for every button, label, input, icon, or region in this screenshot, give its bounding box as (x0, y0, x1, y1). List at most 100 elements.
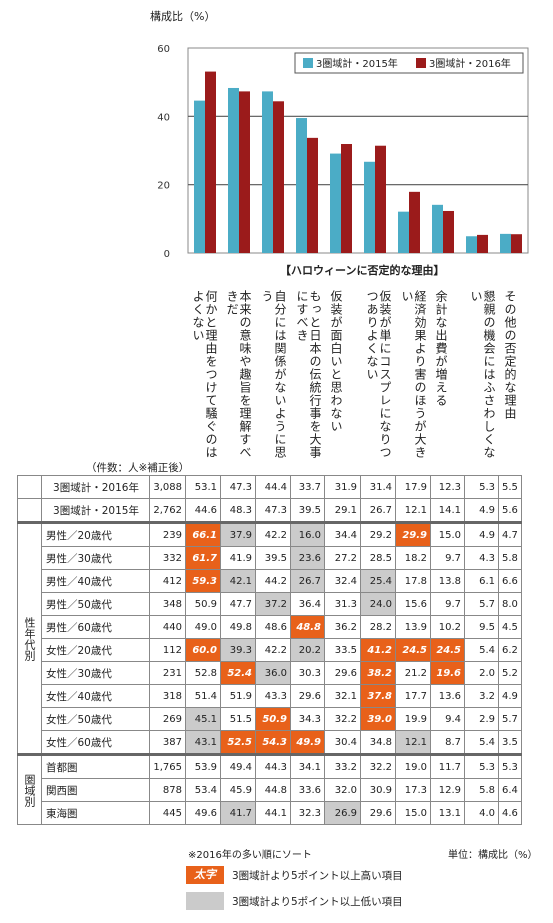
table-row: 男性／60歳代 440 49.0 49.8 48.6 48.8 36.2 28.2 13.9 10… (18, 615, 522, 639)
bar-2016-7 (409, 191, 420, 253)
bar-chart: 0 20 40 60 構成比（%） 3圏域計・2015年 3圏域計・2016年 (150, 10, 529, 260)
bar-2016-9 (477, 234, 488, 253)
value-cell: 23.6 (290, 546, 325, 570)
value-cell: 29.6 (360, 801, 396, 825)
value-cell: 30.4 (324, 730, 361, 755)
row-label: 女性／40歳代 (41, 684, 150, 708)
table-row: 関西圏 878 53.4 45.9 44.8 33.6 32.0 30.9 17.3 12.9 5.… (18, 778, 522, 802)
value-cell: 34.3 (290, 707, 325, 731)
value-cell: 28.2 (360, 615, 396, 639)
value-cell: 44.3 (255, 753, 291, 779)
bar-2015-7 (398, 211, 409, 253)
row-label: 女性／20歳代 (41, 638, 150, 662)
value-cell: 42.2 (255, 521, 291, 547)
value-cell: 26.7 (360, 498, 396, 523)
value-cell: 41.9 (220, 546, 256, 570)
legend-low-text: 3圏域計より5ポイント以上低い項目 (232, 896, 403, 908)
sort-note: ※2016年の多い順にソート (188, 850, 312, 861)
value-cell: 9.7 (430, 592, 465, 616)
y-tick-label: 40 (157, 112, 170, 123)
value-cell: 44.4 (255, 475, 291, 499)
value-cell: 49.0 (185, 615, 221, 639)
bar-2016-10 (511, 234, 522, 253)
value-cell: 43.3 (255, 684, 291, 708)
value-cell: 34.4 (324, 521, 361, 547)
row-count: 387 (149, 730, 186, 755)
group-cell (17, 475, 42, 499)
category-label: 本来の意味や趣旨を理解すべきだ (225, 290, 252, 459)
value-cell: 54.3 (255, 730, 291, 755)
row-count: 239 (149, 521, 186, 547)
value-cell: 15.0 (430, 521, 465, 547)
value-cell: 17.8 (395, 569, 431, 593)
value-cell: 42.2 (255, 638, 291, 662)
value-cell: 5.3 (464, 753, 499, 779)
row-count: 1,765 (149, 753, 186, 779)
category-label: その他の否定的な理由 (503, 290, 517, 420)
category-group-label: 【ハロウィーンに否定的な理由】 (280, 264, 445, 277)
plot-area (187, 47, 529, 254)
value-cell: 33.7 (290, 475, 325, 499)
value-cell: 3.2 (464, 684, 499, 708)
value-cell: 52.4 (220, 661, 256, 685)
row-label: 男性／40歳代 (41, 569, 150, 593)
value-cell: 31.3 (324, 592, 361, 616)
value-cell: 47.3 (220, 475, 256, 499)
value-cell: 49.6 (185, 801, 221, 825)
value-cell: 61.7 (185, 546, 221, 570)
value-cell: 36.2 (324, 615, 361, 639)
value-cell: 4.7 (498, 521, 522, 547)
value-cell: 20.2 (290, 638, 325, 662)
category-label: 仮装が単にコスプレになりつつありよくない (365, 290, 392, 459)
value-cell: 17.3 (395, 778, 431, 802)
table-row: 男性／30歳代 332 61.7 41.9 39.5 23.6 27.2 28.5 18.2 9.… (18, 546, 522, 570)
value-cell: 52.8 (185, 661, 221, 685)
y-tick-label: 20 (157, 181, 170, 192)
bar-2015-6 (364, 161, 375, 253)
value-cell: 59.3 (185, 569, 221, 593)
value-cell: 38.2 (360, 661, 396, 685)
value-cell: 8.0 (498, 592, 522, 616)
value-cell: 4.5 (498, 615, 522, 639)
bar-2015-9 (466, 236, 477, 253)
value-cell: 13.8 (430, 569, 465, 593)
bar-2015-2 (228, 87, 239, 253)
bar-2016-4 (307, 137, 318, 253)
value-cell: 17.9 (395, 475, 431, 499)
row-count: 332 (149, 546, 186, 570)
row-label: 女性／30歳代 (41, 661, 150, 685)
value-cell: 29.9 (395, 521, 431, 547)
value-cell: 4.3 (464, 546, 499, 570)
row-label: 東海圏 (41, 801, 150, 825)
bar-2016-3 (273, 101, 284, 253)
value-cell: 31.4 (360, 475, 396, 499)
value-cell: 36.4 (290, 592, 325, 616)
category-label: 懇親の機会にはふさわしくない (469, 290, 496, 459)
value-cell: 12.1 (395, 498, 431, 523)
legend-swatch (303, 58, 313, 68)
value-cell: 5.6 (498, 498, 522, 523)
value-cell: 19.9 (395, 707, 431, 731)
value-cell: 32.2 (360, 753, 396, 779)
value-cell: 17.7 (395, 684, 431, 708)
value-cell: 18.2 (395, 546, 431, 570)
value-cell: 29.1 (324, 498, 361, 523)
value-cell: 24.5 (395, 638, 431, 662)
value-cell: 39.3 (220, 638, 256, 662)
value-cell: 47.3 (255, 498, 291, 523)
value-cell: 31.9 (324, 475, 361, 499)
row-label: 男性／30歳代 (41, 546, 150, 570)
value-cell: 4.9 (498, 684, 522, 708)
value-cell: 14.1 (430, 498, 465, 523)
value-cell: 30.3 (290, 661, 325, 685)
value-cell: 25.4 (360, 569, 396, 593)
value-cell: 39.5 (290, 498, 325, 523)
value-cell: 5.2 (498, 661, 522, 685)
value-cell: 44.1 (255, 801, 291, 825)
value-cell: 15.0 (395, 801, 431, 825)
value-cell: 33.6 (290, 778, 325, 802)
value-cell: 5.4 (464, 730, 499, 755)
data-table: 3圏域計・2016年 3,088 53.1 47.3 44.4 33.7 31.9 31.4 1… (17, 475, 522, 825)
value-cell: 11.7 (430, 753, 465, 779)
value-cell: 19.0 (395, 753, 431, 779)
